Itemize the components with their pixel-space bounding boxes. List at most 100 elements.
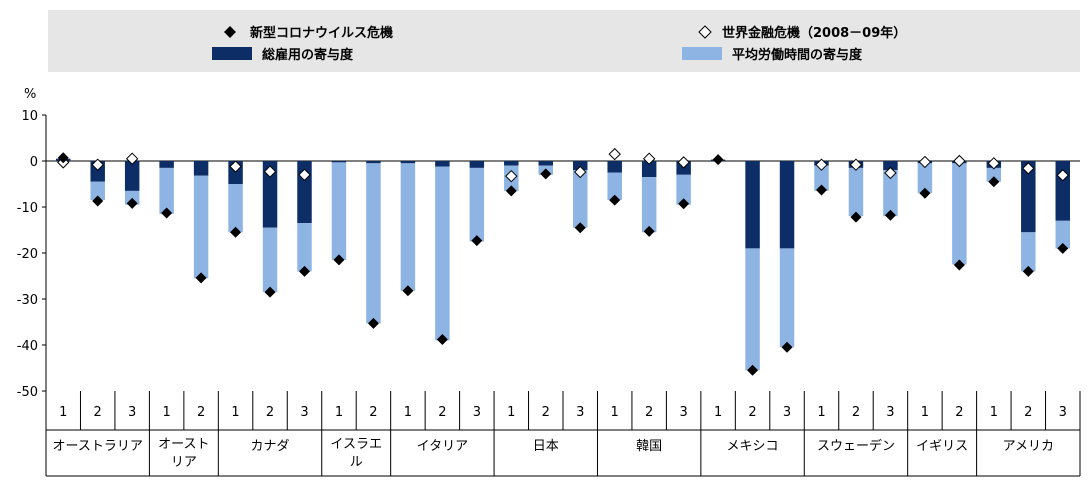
hours-bar (676, 174, 691, 205)
quarter-label: 1 (714, 405, 722, 420)
covid-marker (195, 272, 207, 284)
country-label-line: スウェーデン (817, 438, 895, 454)
employment-bar (366, 161, 381, 164)
covid-marker (505, 185, 517, 197)
hours-bar (469, 167, 485, 242)
country-label-line: リア (171, 455, 197, 470)
y-tick-label: 0 (30, 155, 38, 170)
country-label-line: オースト (158, 437, 209, 452)
bars (55, 158, 1071, 371)
country-label-line: カナダ (251, 439, 290, 454)
hours-bar (848, 167, 864, 217)
covid-marker (126, 197, 138, 209)
quarter-label: 1 (231, 405, 239, 420)
gfc-marker (574, 165, 587, 179)
covid-marker (264, 286, 276, 298)
country-label: メキシコ (727, 439, 779, 454)
hours-bar (331, 162, 347, 260)
employment-bar (641, 161, 657, 178)
hours-bar (952, 163, 967, 265)
country-label-line: メキシコ (727, 439, 779, 454)
legend-gfc-label: 世界金融危機（2008－09年） (722, 25, 906, 41)
legend-item-employment: 総雇用の寄与度 (212, 47, 354, 63)
legend-hours-swatch (682, 47, 722, 60)
country-label-line: ル (350, 455, 363, 470)
legend-item-hours: 平均労働時間の寄与度 (682, 47, 863, 63)
quarter-label: 2 (266, 405, 274, 420)
employment-bar (331, 161, 347, 163)
hours-bar (435, 166, 450, 341)
gfc-marker (505, 169, 518, 183)
quarter-label: 1 (404, 405, 412, 420)
quarter-label: 3 (886, 405, 894, 420)
country-label: スウェーデン (817, 438, 895, 454)
employment-bar (883, 161, 898, 171)
hours-bar (572, 170, 588, 228)
hours-bar (228, 184, 243, 233)
covid-marker (367, 317, 379, 329)
covid-marker (161, 207, 173, 219)
gfc-marker (987, 157, 1001, 170)
hours-bar (262, 227, 278, 293)
covid-marker (953, 259, 965, 271)
covid-marker (57, 152, 69, 164)
hours-bar (1021, 232, 1036, 272)
covid-marker (850, 211, 862, 223)
covid-marker (402, 285, 414, 297)
covid-marker (988, 176, 1000, 188)
markers (57, 147, 1069, 376)
legend-employment-label: 総雇用の寄与度 (262, 47, 354, 63)
gfc-marker (1022, 162, 1035, 175)
quarter-label: 1 (817, 405, 825, 420)
hours-bar (1055, 220, 1071, 249)
hours-bar (90, 181, 105, 201)
quarter-label: 1 (507, 405, 515, 420)
legend-gfc-marker (698, 25, 712, 39)
covid-marker (540, 168, 552, 180)
quarter-label: 3 (1059, 405, 1067, 420)
legend: 新型コロナウイルス危機 世界金融危機（2008－09年） 総雇用の寄与度 平均労… (48, 10, 1080, 72)
legend-item-covid: 新型コロナウイルス危機 (224, 25, 393, 41)
country-label: カナダ (251, 439, 290, 454)
covid-marker (574, 222, 586, 234)
legend-item-gfc: 世界金融危機（2008－09年） (698, 25, 906, 41)
hours-bar (124, 190, 140, 205)
quarter-label: 2 (955, 405, 963, 420)
hours-bar (400, 163, 416, 291)
employment-bar (193, 161, 209, 176)
country-label-line: オーストラリア (53, 439, 143, 454)
country-label: イタリア (417, 439, 468, 454)
hours-bar (193, 175, 209, 279)
employment-bar (262, 161, 278, 228)
gfc-marker (884, 166, 897, 180)
quarter-label: 2 (438, 405, 446, 420)
covid-marker (230, 226, 242, 238)
employment-bar (435, 161, 450, 167)
country-label-line: 韓国 (636, 439, 662, 454)
quarter-label: 2 (369, 405, 377, 420)
covid-marker (333, 254, 345, 266)
covid-marker (1022, 265, 1034, 277)
employment-bar (504, 161, 519, 166)
covid-marker (747, 364, 759, 376)
quarter-label: 2 (197, 405, 205, 420)
covid-marker (1057, 242, 1069, 254)
gfc-marker (849, 158, 863, 171)
covid-marker (919, 187, 931, 199)
gfc-marker (298, 168, 311, 182)
country-label-line: イギリス (916, 439, 968, 454)
quarter-label: 3 (679, 405, 687, 420)
hours-bar (641, 177, 657, 233)
gfc-marker (815, 158, 828, 171)
covid-marker (781, 341, 793, 353)
employment-bar (124, 161, 140, 191)
quarter-label: 1 (921, 405, 929, 420)
y-tick-label: -20 (17, 247, 38, 262)
legend-background (48, 10, 1080, 72)
legend-hours-label: 平均労働時間の寄与度 (732, 47, 863, 63)
y-axis: 10 0 -10 -20 -30 -40 -50 (17, 109, 1080, 400)
gfc-marker (953, 154, 966, 168)
quarter-label: 1 (59, 405, 67, 420)
covid-marker (816, 184, 827, 196)
quarter-label: 2 (852, 405, 860, 420)
